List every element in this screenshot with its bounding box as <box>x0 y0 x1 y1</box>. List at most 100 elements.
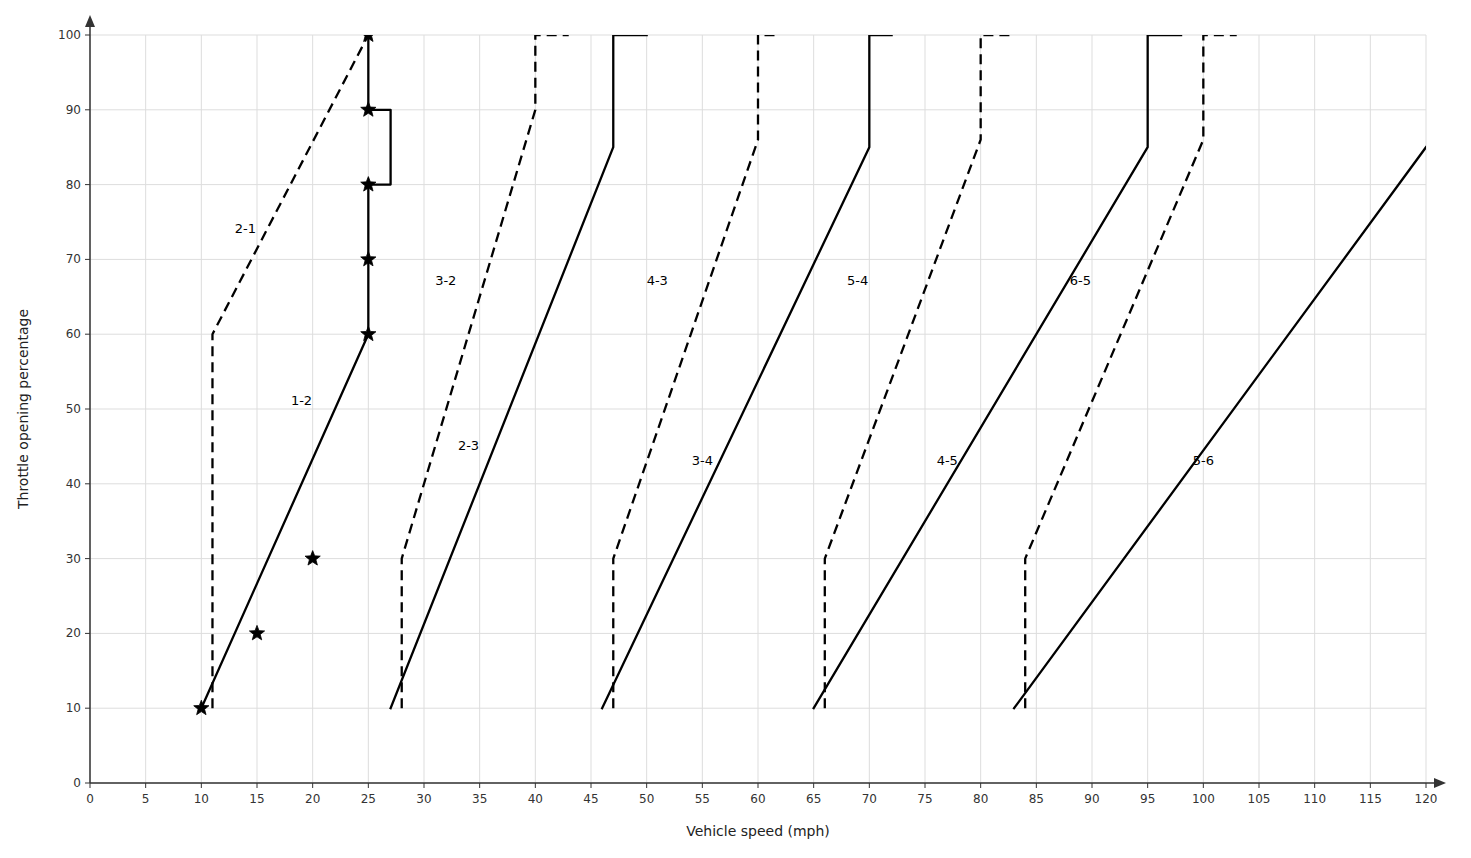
y-tick <box>85 783 90 784</box>
x-tick <box>758 783 759 788</box>
grid-line-y <box>90 409 1426 410</box>
line-label: 3-4 <box>692 453 713 468</box>
x-tick <box>1092 783 1093 788</box>
x-tick <box>1426 783 1427 788</box>
line-label: 2-3 <box>458 438 479 453</box>
y-tick <box>85 184 90 185</box>
x-tick <box>591 783 592 788</box>
upshift-line <box>391 35 647 708</box>
line-label: 2-1 <box>235 221 256 236</box>
downshift-line <box>402 35 569 708</box>
x-tick-label: 100 <box>1192 792 1215 806</box>
grid-line-y <box>90 483 1426 484</box>
line-label: 5-4 <box>847 273 868 288</box>
x-tick-label: 25 <box>361 792 376 806</box>
x-tick-label: 45 <box>583 792 598 806</box>
y-tick <box>85 483 90 484</box>
grid-line-y <box>90 334 1426 335</box>
line-label: 1-2 <box>291 393 312 408</box>
x-tick-label: 15 <box>249 792 264 806</box>
line-label: 3-2 <box>435 273 456 288</box>
star-marker <box>305 551 320 565</box>
x-tick <box>980 783 981 788</box>
grid-line-y <box>90 633 1426 634</box>
x-tick-label: 35 <box>472 792 487 806</box>
x-tick <box>312 783 313 788</box>
x-tick <box>424 783 425 788</box>
y-tick <box>85 633 90 634</box>
y-tick-label: 0 <box>73 776 81 790</box>
grid-line-y <box>90 109 1426 110</box>
x-tick <box>813 783 814 788</box>
y-tick <box>85 109 90 110</box>
line-label: 4-5 <box>937 453 958 468</box>
x-tick <box>646 783 647 788</box>
line-label: 6-5 <box>1070 273 1091 288</box>
x-tick <box>1147 783 1148 788</box>
x-axis-label: Vehicle speed (mph) <box>686 823 830 839</box>
y-tick-label: 80 <box>66 178 81 192</box>
x-tick <box>869 783 870 788</box>
x-tick <box>535 783 536 788</box>
axes: 0510152025303540455055606570758085909510… <box>58 15 1446 806</box>
y-tick-label: 30 <box>66 552 81 566</box>
y-tick-label: 100 <box>58 28 81 42</box>
downshift-line <box>212 35 368 708</box>
y-tick-label: 40 <box>66 477 81 491</box>
x-tick <box>368 783 369 788</box>
x-tick <box>145 783 146 788</box>
y-tick-label: 70 <box>66 252 81 266</box>
upshift-line <box>814 35 1181 708</box>
x-tick-label: 120 <box>1415 792 1438 806</box>
grid-line-y <box>90 184 1426 185</box>
x-tick-label: 105 <box>1248 792 1271 806</box>
x-tick-label: 60 <box>750 792 765 806</box>
x-axis-line <box>90 782 1434 784</box>
x-tick <box>1314 783 1315 788</box>
x-tick <box>479 783 480 788</box>
x-tick <box>702 783 703 788</box>
x-tick-label: 90 <box>1084 792 1099 806</box>
x-tick <box>1203 783 1204 788</box>
y-tick <box>85 409 90 410</box>
x-tick-label: 85 <box>1029 792 1044 806</box>
y-tick-label: 90 <box>66 103 81 117</box>
star-marker <box>361 102 376 116</box>
line-labels: 1-22-33-44-55-62-13-24-35-46-5 <box>235 221 1214 468</box>
y-tick-label: 50 <box>66 402 81 416</box>
y-tick <box>85 558 90 559</box>
x-tick-label: 80 <box>973 792 988 806</box>
grid <box>90 35 1426 783</box>
x-tick-label: 30 <box>416 792 431 806</box>
y-axis-line <box>89 27 91 783</box>
star-marker <box>249 625 264 639</box>
x-tick <box>201 783 202 788</box>
x-tick <box>1259 783 1260 788</box>
x-tick <box>257 783 258 788</box>
line-label: 5-6 <box>1193 453 1214 468</box>
x-tick-label: 75 <box>917 792 932 806</box>
upshift-line <box>1014 147 1426 708</box>
x-tick-label: 50 <box>639 792 654 806</box>
x-tick-label: 95 <box>1140 792 1155 806</box>
y-axis-arrow <box>85 15 95 27</box>
grid-line-y <box>90 259 1426 260</box>
star-marker <box>361 177 376 191</box>
star-marker <box>361 35 376 41</box>
y-tick <box>85 259 90 260</box>
upshift-line <box>602 35 891 708</box>
grid-line-y <box>90 708 1426 709</box>
x-tick <box>90 783 91 788</box>
x-tick-label: 10 <box>194 792 209 806</box>
y-tick-label: 20 <box>66 626 81 640</box>
plot-area <box>194 35 1426 715</box>
x-tick-label: 5 <box>142 792 150 806</box>
x-tick-label: 110 <box>1303 792 1326 806</box>
upshift-line <box>201 35 390 708</box>
y-tick-label: 60 <box>66 327 81 341</box>
downshift-line <box>613 35 780 708</box>
x-tick-label: 40 <box>528 792 543 806</box>
x-tick-label: 115 <box>1359 792 1382 806</box>
y-tick <box>85 334 90 335</box>
grid-line-y <box>90 558 1426 559</box>
